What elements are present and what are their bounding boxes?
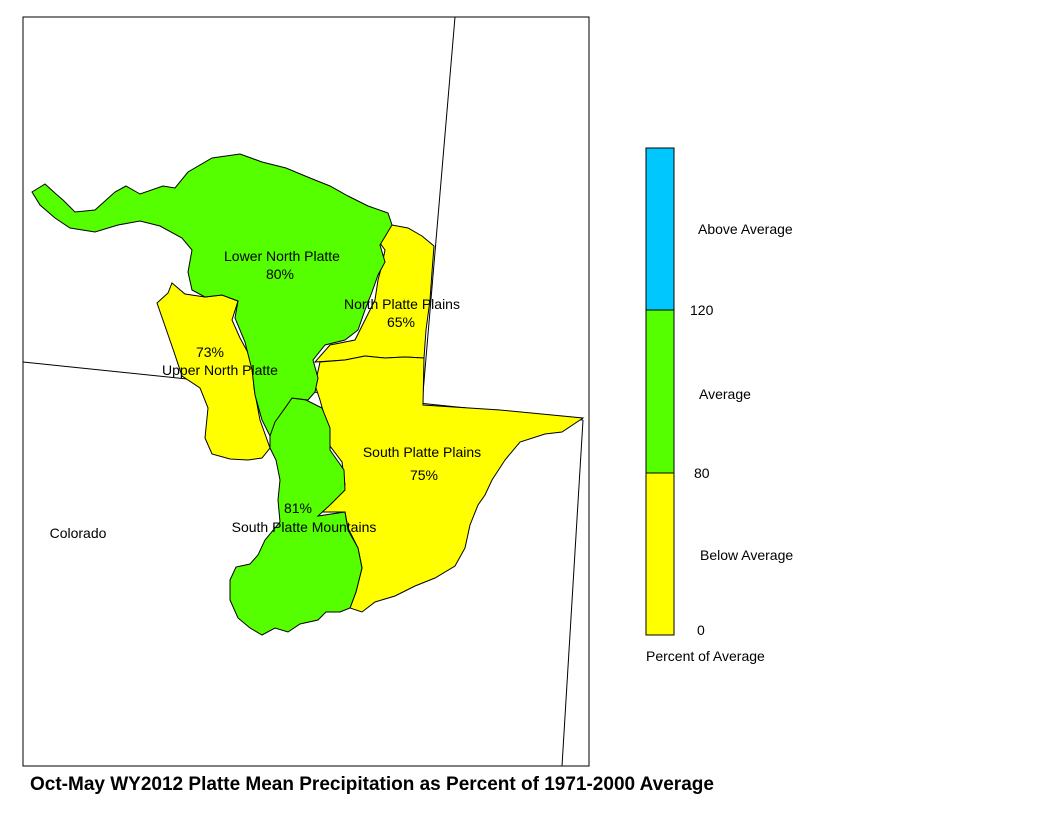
value-south-platte-plains: 75% bbox=[410, 467, 438, 483]
value-north-platte-plains: 65% bbox=[387, 314, 415, 330]
legend-swatch-average bbox=[645, 309, 675, 474]
legend-above-label: Above Average bbox=[698, 221, 793, 237]
basin-south-platte-mountains[interactable] bbox=[229, 397, 363, 636]
legend-tick-0: 0 bbox=[697, 622, 705, 638]
figure-title: Oct-May WY2012 Platte Mean Precipitation… bbox=[30, 774, 714, 795]
value-south-platte-mountains: 81% bbox=[284, 500, 312, 516]
map-frame bbox=[22, 16, 590, 767]
label-south-platte-plains: South Platte Plains bbox=[363, 444, 481, 460]
value-upper-north-platte: 73% bbox=[196, 344, 224, 360]
state-boundary-co-ne-east bbox=[561, 419, 584, 767]
label-upper-north-platte: Upper North Platte bbox=[162, 362, 278, 378]
legend-swatch-above bbox=[645, 147, 675, 311]
legend-caption: Percent of Average bbox=[646, 648, 765, 664]
value-lower-north-platte: 80% bbox=[266, 266, 294, 282]
legend-average-label: Average bbox=[699, 386, 751, 402]
legend-tick-120: 120 bbox=[690, 302, 714, 318]
label-south-platte-mountains: South Platte Mountains bbox=[232, 519, 377, 535]
legend-tick-80: 80 bbox=[694, 465, 710, 481]
label-lower-north-platte: Lower North Platte bbox=[224, 248, 340, 264]
legend-swatch-below bbox=[645, 472, 675, 636]
basin-lower-north-platte[interactable] bbox=[31, 153, 393, 438]
legend-below-label: Below Average bbox=[700, 547, 794, 563]
state-label-colorado: Colorado bbox=[50, 525, 107, 541]
state-boundary-wy-ne bbox=[421, 16, 456, 406]
label-north-platte-plains: North Platte Plains bbox=[344, 296, 460, 312]
